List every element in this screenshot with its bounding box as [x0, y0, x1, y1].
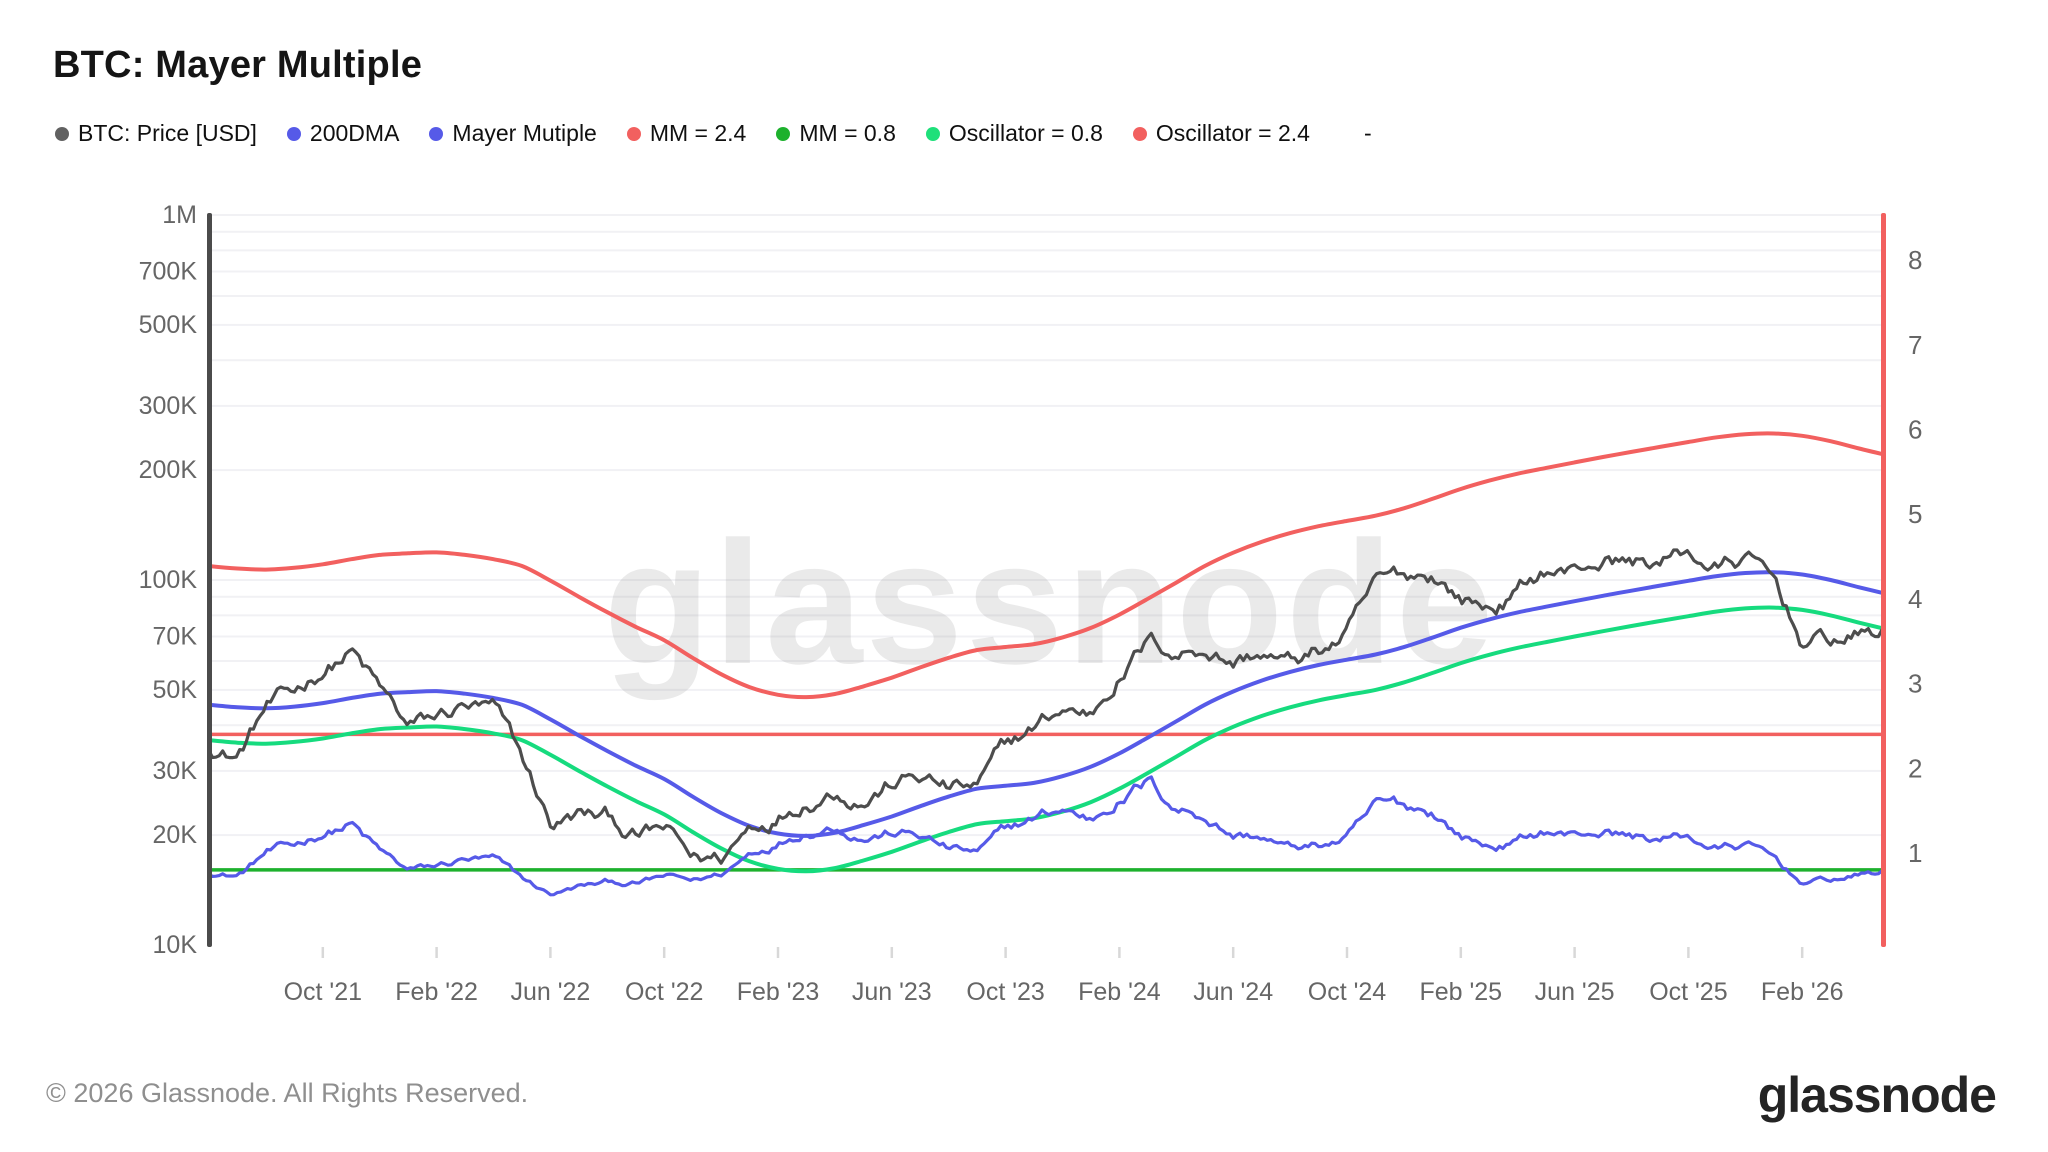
right-axis-tick: 5	[1908, 499, 1922, 529]
legend-item-3[interactable]: MM = 2.4	[626, 120, 747, 147]
legend-item-label: Oscillator = 2.4	[1155, 120, 1310, 146]
legend-item-1[interactable]: 200DMA	[286, 120, 400, 147]
legend-item-label: MM = 0.8	[799, 120, 896, 146]
legend-item-4[interactable]: MM = 0.8	[776, 120, 896, 147]
legend-dot	[925, 126, 940, 141]
right-axis-tick: 2	[1908, 753, 1922, 783]
x-axis-tick: Feb '22	[395, 978, 478, 1006]
legend-item-label: -	[1363, 120, 1372, 146]
left-axis-tick: 30K	[153, 757, 198, 785]
legend-item-2[interactable]: Mayer Mutiple	[429, 120, 597, 147]
x-axis-tick: Feb '24	[1078, 978, 1161, 1006]
right-axis-tick: 3	[1908, 669, 1922, 699]
legend: BTC: Price [USD] 200DMA Mayer Mutiple MM = …	[55, 120, 1372, 147]
x-axis-ticks	[321, 947, 1804, 958]
left-axis-tick: 700K	[139, 258, 198, 286]
right-axis-tick: 6	[1908, 415, 1922, 445]
right-axis-labels: 8 7 6 5 4 3 2 1	[1908, 245, 1922, 868]
x-axis-tick: Jun '24	[1193, 978, 1273, 1006]
x-axis-tick: Oct '24	[1308, 978, 1387, 1006]
x-axis-tick: Feb '26	[1761, 978, 1844, 1006]
watermark: glassnode	[604, 506, 1497, 701]
left-axis-tick: 1M	[162, 201, 197, 229]
left-axis-tick: 10K	[153, 931, 198, 959]
left-axis-labels: 1M 700K 500K 300K 200K 100K 70K 50K 30K 20K 10K	[139, 201, 198, 959]
x-axis-tick: Oct '21	[284, 978, 362, 1006]
x-axis-labels: Oct '21 Feb '22 Jun '22 Oct '22 Feb '23 Jun '…	[284, 978, 1844, 1006]
legend-item-label: Mayer Mutiple	[452, 120, 597, 146]
series-btc-price	[211, 548, 1883, 865]
legend-dot	[55, 126, 69, 141]
left-axis-tick: 300K	[139, 392, 198, 420]
left-axis-tick: 500K	[139, 311, 198, 339]
page-title: BTC: Mayer Multiple	[53, 44, 423, 86]
x-axis-tick: Feb '25	[1419, 978, 1502, 1006]
x-axis-tick: Jun '23	[852, 978, 932, 1006]
legend-dot	[1132, 126, 1147, 141]
left-axis-tick: 20K	[153, 821, 198, 849]
right-axis-tick: 7	[1908, 330, 1922, 360]
legend-item-5[interactable]: Oscillator = 0.8	[925, 120, 1103, 147]
left-axis-tick: 100K	[139, 566, 198, 594]
x-axis-tick: Oct '23	[966, 978, 1044, 1006]
left-axis-tick: 70K	[153, 623, 198, 651]
left-axis-tick: 50K	[153, 676, 198, 704]
series-mayer-multiple	[211, 775, 1883, 897]
left-axis-line	[207, 213, 212, 947]
legend-item-label: MM = 2.4	[649, 120, 747, 146]
right-axis-line	[1881, 213, 1886, 947]
glassnode-logo[interactable]: glassnode	[1757, 1067, 1997, 1123]
legend-item-label: Oscillator = 0.8	[948, 120, 1103, 146]
x-axis-tick: Oct '22	[625, 978, 703, 1006]
series-200dma	[211, 570, 1883, 838]
x-axis-tick: Oct '25	[1649, 978, 1727, 1006]
legend-dot	[286, 126, 301, 141]
right-axis-tick: 1	[1908, 838, 1922, 868]
legend-item-label: BTC: Price [USD]	[78, 120, 257, 146]
legend-dot	[429, 126, 444, 141]
right-axis-tick: 4	[1908, 584, 1922, 614]
legend-item-7[interactable]: -	[1364, 120, 1372, 147]
legend-dot	[776, 126, 791, 141]
x-axis-tick: Jun '25	[1535, 978, 1615, 1006]
right-axis-tick: 8	[1908, 245, 1922, 275]
legend-item-label: 200DMA	[309, 120, 400, 146]
legend-item-0[interactable]: BTC: Price [USD]	[55, 120, 257, 147]
x-axis-tick: Feb '23	[737, 978, 820, 1006]
left-axis-tick: 200K	[139, 456, 198, 484]
gridlines	[211, 214, 1883, 837]
legend-item-6[interactable]: Oscillator = 2.4	[1132, 120, 1310, 147]
x-axis-tick: Jun '22	[510, 978, 590, 1006]
series-oscillator-2-4	[211, 431, 1883, 700]
legend-dot	[626, 126, 641, 141]
copyright-text: © 2026 Glassnode. All Rights Reserved.	[46, 1078, 529, 1108]
